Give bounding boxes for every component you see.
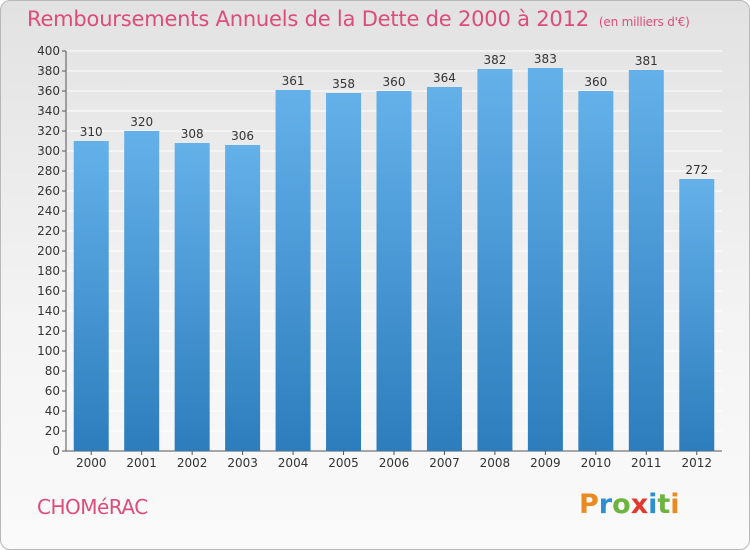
x-tick-label: 2007 xyxy=(429,456,460,470)
y-tick-label: 380 xyxy=(37,64,60,78)
chart-title: Remboursements Annuels de la Dette de 20… xyxy=(27,7,690,31)
data-label: 358 xyxy=(332,77,355,91)
chart-subtitle: (en milliers d'€) xyxy=(598,15,690,29)
logo-letter: r xyxy=(598,489,613,520)
data-label: 306 xyxy=(231,129,254,143)
data-label: 360 xyxy=(584,75,607,89)
x-tick-label: 2012 xyxy=(681,456,712,470)
y-tick-label: 0 xyxy=(52,444,60,458)
data-label: 360 xyxy=(383,75,406,89)
bar xyxy=(275,90,311,451)
y-tick-label: 120 xyxy=(37,324,60,338)
x-tick-label: 2006 xyxy=(379,456,410,470)
bar xyxy=(527,68,563,451)
x-tick-label: 2003 xyxy=(227,456,258,470)
y-tick-label: 200 xyxy=(37,244,60,258)
data-label: 383 xyxy=(534,52,557,66)
data-label: 361 xyxy=(282,74,305,88)
data-label: 364 xyxy=(433,71,456,85)
data-label: 320 xyxy=(130,115,153,129)
y-tick-label: 300 xyxy=(37,144,60,158)
y-tick-label: 80 xyxy=(45,364,60,378)
x-tick-label: 2001 xyxy=(126,456,157,470)
bar xyxy=(73,141,109,451)
bar xyxy=(174,143,210,451)
logo-letter: x xyxy=(630,489,649,520)
bar xyxy=(679,179,715,451)
logo-letter: P xyxy=(579,489,599,520)
x-tick-label: 2011 xyxy=(631,456,662,470)
bar xyxy=(477,69,513,451)
y-tick-label: 320 xyxy=(37,124,60,138)
x-tick-label: 2009 xyxy=(530,456,561,470)
data-label: 310 xyxy=(80,125,103,139)
y-tick-label: 60 xyxy=(45,384,60,398)
bar xyxy=(225,145,261,451)
logo-letter: t xyxy=(657,489,671,520)
data-label: 272 xyxy=(685,163,708,177)
proxiti-logo: Proxiti xyxy=(579,489,680,520)
bar xyxy=(124,131,160,451)
y-tick-label: 40 xyxy=(45,404,60,418)
logo-letter: i xyxy=(670,489,680,520)
y-tick-label: 100 xyxy=(37,344,60,358)
y-tick-label: 400 xyxy=(37,44,60,58)
data-label: 381 xyxy=(635,54,658,68)
bar xyxy=(376,91,412,451)
bar xyxy=(426,87,462,451)
y-tick-label: 280 xyxy=(37,164,60,178)
y-tick-label: 260 xyxy=(37,184,60,198)
x-tick-label: 2000 xyxy=(76,456,107,470)
y-tick-label: 340 xyxy=(37,104,60,118)
y-tick-label: 240 xyxy=(37,204,60,218)
bar xyxy=(578,91,614,451)
data-label: 308 xyxy=(181,127,204,141)
bar xyxy=(628,70,664,451)
bar xyxy=(326,93,362,451)
x-tick-label: 2010 xyxy=(581,456,612,470)
chart-title-text: Remboursements Annuels de la Dette de 20… xyxy=(27,7,589,31)
y-tick-label: 360 xyxy=(37,84,60,98)
y-tick-label: 180 xyxy=(37,264,60,278)
data-label: 382 xyxy=(483,53,506,67)
logo-letter: o xyxy=(612,489,631,520)
x-tick-label: 2005 xyxy=(328,456,359,470)
x-tick-label: 2002 xyxy=(177,456,208,470)
x-tick-label: 2004 xyxy=(278,456,309,470)
y-tick-label: 20 xyxy=(45,424,60,438)
logo-letter: i xyxy=(648,489,658,520)
y-tick-label: 140 xyxy=(37,304,60,318)
x-tick-label: 2008 xyxy=(480,456,511,470)
commune-name: CHOMéRAC xyxy=(37,495,148,519)
y-tick-label: 220 xyxy=(37,224,60,238)
y-tick-label: 160 xyxy=(37,284,60,298)
